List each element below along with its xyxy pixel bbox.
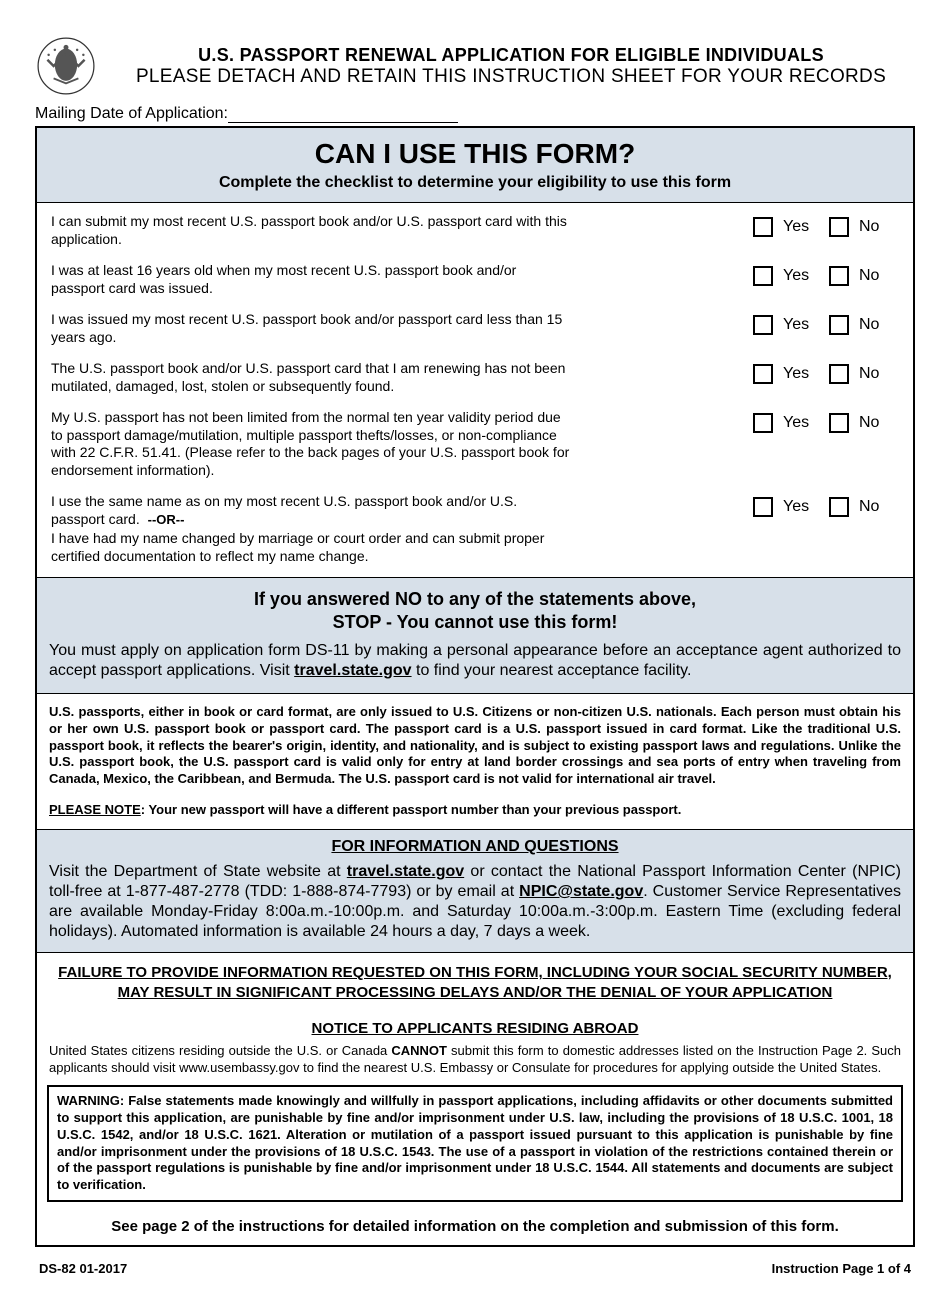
no-checkbox[interactable] bbox=[829, 497, 849, 517]
yes-checkbox[interactable] bbox=[753, 497, 773, 517]
yes-label: Yes bbox=[783, 218, 813, 236]
stop-title: If you answered NO to any of the stateme… bbox=[49, 588, 901, 635]
stop-body-post: to find your nearest acceptance facility… bbox=[412, 662, 692, 679]
note-text: : Your new passport will have a differen… bbox=[141, 802, 682, 817]
checklist-text: My U.S. passport has not been limited fr… bbox=[51, 409, 571, 479]
yes-label: Yes bbox=[783, 316, 813, 334]
abroad-body: United States citizens residing outside … bbox=[37, 1043, 913, 1077]
no-checkbox[interactable] bbox=[829, 364, 849, 384]
checklist-options: Yes No bbox=[571, 213, 899, 237]
no-label: No bbox=[859, 316, 889, 334]
failure-line1: FAILURE TO PROVIDE INFORMATION REQUESTED… bbox=[58, 964, 892, 981]
header: U.S. PASSPORT RENEWAL APPLICATION FOR EL… bbox=[35, 35, 915, 97]
checklist-row: I can submit my most recent U.S. passpor… bbox=[51, 213, 899, 248]
header-title: U.S. PASSPORT RENEWAL APPLICATION FOR EL… bbox=[107, 45, 915, 66]
travel-state-link[interactable]: travel.state.gov bbox=[294, 662, 411, 679]
checklist-options: Yes No bbox=[571, 493, 899, 517]
no-checkbox[interactable] bbox=[829, 315, 849, 335]
checklist-text-span: I use the same name as on my most recent… bbox=[51, 493, 517, 527]
checklist-text: The U.S. passport book and/or U.S. passp… bbox=[51, 360, 571, 395]
form-box: CAN I USE THIS FORM? Complete the checkl… bbox=[35, 126, 915, 1247]
checklist-text: I use the same name as on my most recent… bbox=[51, 493, 571, 528]
checklist-row: I was issued my most recent U.S. passpor… bbox=[51, 311, 899, 346]
abroad-title: NOTICE TO APPLICANTS RESIDING ABROAD bbox=[37, 1020, 913, 1037]
abroad-pre: United States citizens residing outside … bbox=[49, 1043, 391, 1058]
header-subtitle: PLEASE DETACH AND RETAIN THIS INSTRUCTIO… bbox=[107, 66, 915, 88]
checklist-text: I can submit my most recent U.S. passpor… bbox=[51, 213, 571, 248]
checklist-row: The U.S. passport book and/or U.S. passp… bbox=[51, 360, 899, 395]
yes-checkbox[interactable] bbox=[753, 315, 773, 335]
failure-notice: FAILURE TO PROVIDE INFORMATION REQUESTED… bbox=[37, 953, 913, 1006]
mailing-date-field[interactable] bbox=[228, 107, 458, 123]
stop-line2: STOP - You cannot use this form! bbox=[333, 612, 618, 632]
name-change-row: I have had my name changed by marriage o… bbox=[51, 530, 899, 565]
info-band: FOR INFORMATION AND QUESTIONS Visit the … bbox=[37, 830, 913, 953]
checklist-row: I was at least 16 years old when my most… bbox=[51, 262, 899, 297]
passport-info-block: U.S. passports, either in book or card f… bbox=[37, 694, 913, 830]
info-body: Visit the Department of State website at… bbox=[49, 862, 901, 942]
passport-info-para: U.S. passports, either in book or card f… bbox=[49, 704, 901, 788]
no-label: No bbox=[859, 365, 889, 383]
checklist-options: Yes No bbox=[571, 409, 899, 433]
yes-checkbox[interactable] bbox=[753, 217, 773, 237]
no-checkbox[interactable] bbox=[829, 413, 849, 433]
yes-checkbox[interactable] bbox=[753, 413, 773, 433]
form-number: DS-82 01-2017 bbox=[39, 1261, 127, 1276]
yes-checkbox[interactable] bbox=[753, 266, 773, 286]
checklist-options: Yes No bbox=[571, 262, 899, 286]
checklist: I can submit my most recent U.S. passpor… bbox=[37, 203, 913, 577]
no-checkbox[interactable] bbox=[829, 266, 849, 286]
stop-line1: If you answered NO to any of the stateme… bbox=[254, 589, 696, 609]
page-number: Instruction Page 1 of 4 bbox=[772, 1261, 911, 1276]
mailing-date-label: Mailing Date of Application: bbox=[35, 105, 228, 122]
npic-email-link[interactable]: NPIC@state.gov bbox=[519, 883, 643, 900]
note-label: PLEASE NOTE bbox=[49, 802, 141, 817]
info-title: FOR INFORMATION AND QUESTIONS bbox=[49, 838, 901, 856]
abroad-cannot: CANNOT bbox=[391, 1043, 447, 1058]
yes-label: Yes bbox=[783, 414, 813, 432]
no-label: No bbox=[859, 498, 889, 516]
name-change-text: I have had my name changed by marriage o… bbox=[51, 530, 571, 565]
band-subtitle: Complete the checklist to determine your… bbox=[47, 174, 903, 192]
header-text: U.S. PASSPORT RENEWAL APPLICATION FOR EL… bbox=[107, 35, 915, 88]
stop-band: If you answered NO to any of the stateme… bbox=[37, 577, 913, 694]
stop-body: You must apply on application form DS-11… bbox=[49, 641, 901, 681]
checklist-text: I was issued my most recent U.S. passpor… bbox=[51, 311, 571, 346]
mailing-date-line: Mailing Date of Application: bbox=[35, 105, 915, 123]
us-seal-icon bbox=[35, 35, 97, 97]
please-note: PLEASE NOTE: Your new passport will have… bbox=[49, 802, 901, 819]
warning-label: WARNING: bbox=[57, 1093, 124, 1108]
footer: DS-82 01-2017 Instruction Page 1 of 4 bbox=[35, 1261, 915, 1276]
yes-label: Yes bbox=[783, 365, 813, 383]
warning-text: False statements made knowingly and will… bbox=[57, 1093, 893, 1192]
eligibility-band: CAN I USE THIS FORM? Complete the checkl… bbox=[37, 128, 913, 203]
no-label: No bbox=[859, 218, 889, 236]
band-title: CAN I USE THIS FORM? bbox=[47, 138, 903, 170]
no-label: No bbox=[859, 414, 889, 432]
yes-label: Yes bbox=[783, 267, 813, 285]
checklist-row: My U.S. passport has not been limited fr… bbox=[51, 409, 899, 479]
checklist-row: I use the same name as on my most recent… bbox=[51, 493, 899, 528]
or-separator: --OR-- bbox=[144, 512, 185, 527]
no-checkbox[interactable] bbox=[829, 217, 849, 237]
no-label: No bbox=[859, 267, 889, 285]
failure-line2: MAY RESULT IN SIGNIFICANT PROCESSING DEL… bbox=[118, 984, 833, 1001]
checklist-options: Yes No bbox=[571, 360, 899, 384]
checklist-text: I was at least 16 years old when my most… bbox=[51, 262, 571, 297]
yes-label: Yes bbox=[783, 498, 813, 516]
warning-box: WARNING: False statements made knowingly… bbox=[47, 1085, 903, 1202]
checklist-options: Yes No bbox=[571, 311, 899, 335]
travel-state-link-2[interactable]: travel.state.gov bbox=[347, 863, 464, 880]
info-pre: Visit the Department of State website at bbox=[49, 863, 347, 880]
yes-checkbox[interactable] bbox=[753, 364, 773, 384]
